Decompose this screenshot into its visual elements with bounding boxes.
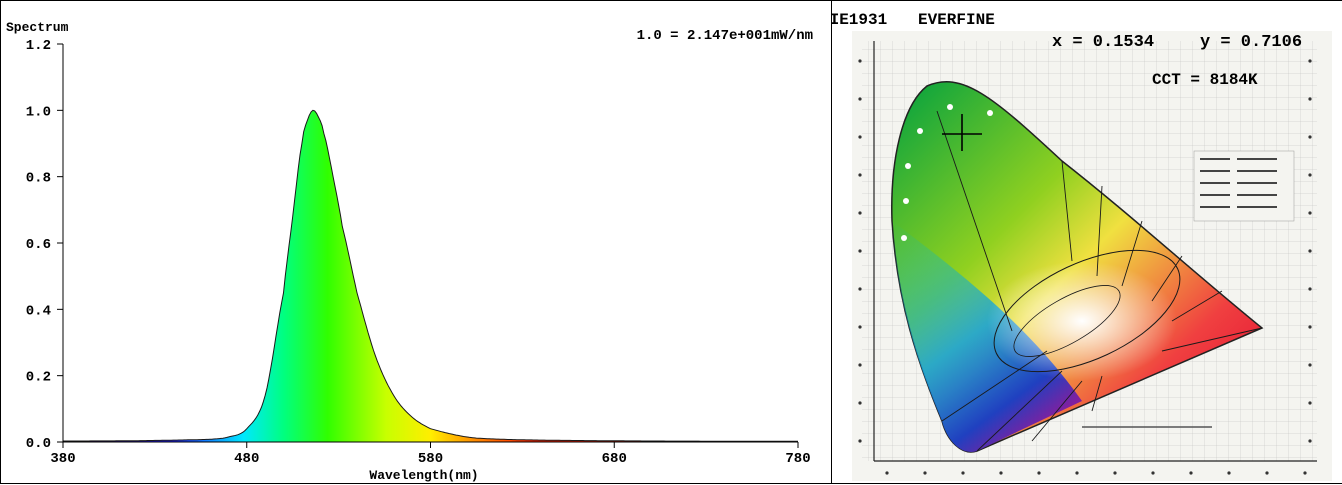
cie-frame-tick	[1227, 471, 1231, 475]
chromaticity-point-crosshair	[942, 114, 982, 151]
cie-frame-ticks	[858, 59, 1312, 475]
white-region	[987, 261, 1177, 381]
cie-frame-tick	[1265, 471, 1269, 475]
cie-frame-tick	[1308, 287, 1312, 291]
x-tick-label: 580	[418, 451, 443, 467]
locus-markers	[901, 104, 993, 241]
cie-frame-tick	[1075, 471, 1079, 475]
cie-frame-tick	[1037, 471, 1041, 475]
y-tick-label: 0.6	[26, 237, 51, 253]
cie-brand: EVERFINE	[918, 11, 995, 29]
cie-frame-tick	[1308, 97, 1312, 101]
cie-legend-box	[1193, 150, 1295, 222]
white-ellipse-inner	[1013, 285, 1121, 357]
cie-frame-tick	[885, 471, 889, 475]
locus-boundary-lines	[936, 110, 1263, 452]
cie-x-readout: x = 0.1534	[1052, 33, 1155, 52]
cie-frame-tick	[858, 401, 862, 405]
cie-frame-tick	[1308, 325, 1312, 329]
cie-frame-tick	[858, 439, 862, 443]
cie-frame-tick	[1151, 471, 1155, 475]
spectrum-line	[63, 109, 798, 442]
y-tick-label: 0.2	[26, 370, 51, 386]
y-tick-label: 1.0	[26, 104, 51, 120]
cie-y-readout: y = 0.7106	[1200, 33, 1303, 52]
y-tick-label: 1.2	[26, 38, 51, 54]
cie-frame-tick	[1189, 471, 1193, 475]
cie-frame-tick	[923, 471, 927, 475]
cie-frame-tick	[1308, 173, 1312, 177]
x-axis-label: Wavelength(nm)	[369, 468, 478, 483]
cie-frame-tick	[1113, 471, 1117, 475]
y-tick-label: 0.0	[26, 436, 51, 452]
cie-frame-tick	[858, 59, 862, 63]
cie-frame-tick	[1308, 211, 1312, 215]
y-tick-label: 0.4	[26, 303, 51, 319]
cie-chromaticity-diagram	[852, 31, 1332, 481]
cie-frame-tick	[858, 97, 862, 101]
cie-frame-tick	[858, 135, 862, 139]
spectrum-scale-annotation: 1.0 = 2.147e+001mW/nm	[637, 28, 813, 44]
cie-frame-tick	[1308, 439, 1312, 443]
spectral-locus-blue-region	[892, 221, 1082, 452]
cie-frame-tick	[858, 211, 862, 215]
cie-frame-tick	[1308, 59, 1312, 63]
cie-frame-tick	[961, 471, 965, 475]
x-tick-label: 780	[785, 451, 810, 467]
cie-frame-tick	[999, 471, 1003, 475]
cie-frame-tick	[1308, 249, 1312, 253]
cie-frame-tick	[1308, 401, 1312, 405]
cie-frame-tick	[858, 287, 862, 291]
planckian-ellipse	[993, 249, 1181, 373]
cie-frame-tick	[858, 249, 862, 253]
x-tick-label: 380	[50, 451, 75, 467]
spectrum-title: Spectrum	[6, 20, 69, 35]
x-tick-label: 480	[234, 451, 259, 467]
cie-frame-tick	[858, 363, 862, 367]
spectrum-chart: 0.0 0.2 0.4 0.6 0.8 1.0 1.2 380 480 580 680 780 Sp…	[6, 20, 813, 483]
cie-frame-tick	[1308, 363, 1312, 367]
x-tick-label: 680	[602, 451, 627, 467]
cie-frame-tick	[858, 173, 862, 177]
cie-title: CIE1931	[831, 11, 888, 29]
cie-1931-panel: CIE1931 EVERFINE x = 0.1534 y = 0.7106 C…	[831, 1, 1342, 483]
cie-cct-readout: CCT = 8184K	[1152, 71, 1258, 89]
cie-frame-tick	[858, 325, 862, 329]
cie-frame-tick	[1308, 135, 1312, 139]
spectrum-area	[63, 110, 798, 443]
y-tick-label: 0.8	[26, 171, 51, 187]
cie-frame-tick	[1303, 471, 1307, 475]
